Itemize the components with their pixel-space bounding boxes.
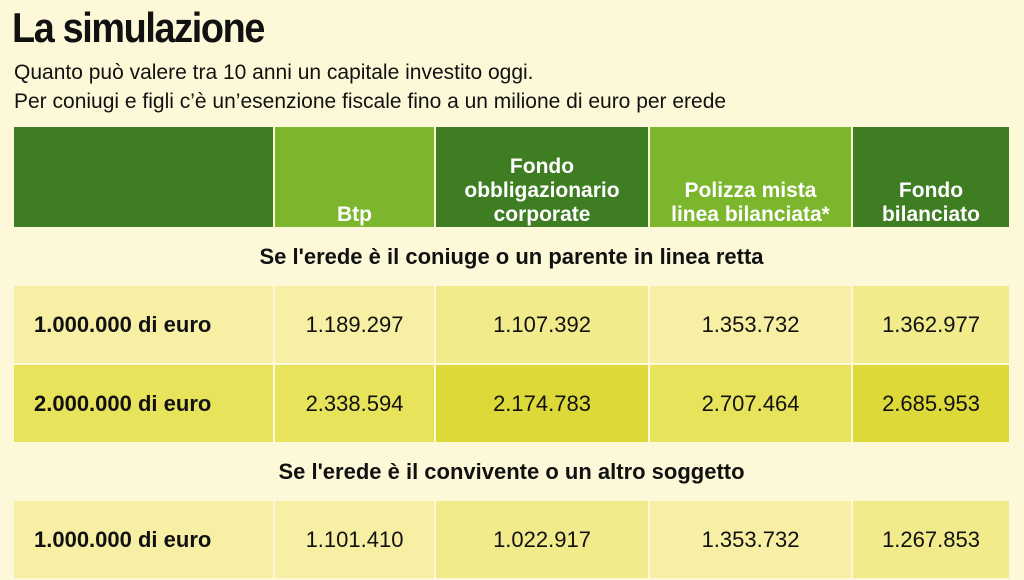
table-cell: 1.353.732 <box>648 284 853 365</box>
row-label: 2.000.000 di euro <box>12 363 275 444</box>
table-row: 1.000.000 di euro 1.101.410 1.022.917 1.… <box>12 499 1011 580</box>
header-line: Btp <box>337 203 372 226</box>
table-cell: 2.174.783 <box>434 363 650 444</box>
row-label: 1.000.000 di euro <box>12 499 275 580</box>
table-row: 2.000.000 di euro 2.338.594 2.174.783 2.… <box>12 363 1011 444</box>
table-cell: 2.707.464 <box>648 363 853 444</box>
page-title: La simulazione <box>12 4 265 51</box>
section-title-row: Se l'erede è il coniuge o un parente in … <box>12 227 1011 286</box>
table-header-row: Btp Fondo obbligazionario corporate Poli… <box>12 125 1011 229</box>
subtitle-line-1: Quanto può valere tra 10 anni un capital… <box>14 61 534 84</box>
header-line: Fondo <box>898 179 964 202</box>
table-cell: 2.338.594 <box>273 363 436 444</box>
subtitle-line-2: Per coniugi e figli c’è un’esenzione fis… <box>14 90 727 113</box>
table-cell: 1.107.392 <box>434 284 650 365</box>
header-cell-polizza-mista: Polizza mista linea bilanciata* <box>648 125 853 229</box>
section-title: Se l'erede è il coniuge o un parente in … <box>12 227 1011 286</box>
section-title: Se l'erede è il convivente o un altro so… <box>12 442 1011 501</box>
table-cell: 1.267.853 <box>851 499 1011 580</box>
simulation-table: Btp Fondo obbligazionario corporate Poli… <box>12 125 1011 580</box>
header-cell-fondo-bilanciato: Fondo bilanciato <box>851 125 1011 229</box>
table-cell: 1.362.977 <box>851 284 1011 365</box>
header-cell-fondo-obbligazionario: Fondo obbligazionario corporate <box>434 125 650 229</box>
header-line: bilanciato <box>881 203 981 226</box>
header-line: corporate <box>493 203 591 226</box>
header-line: obbligazionario <box>464 179 620 202</box>
header-cell-empty <box>12 125 275 229</box>
header-line: Polizza mista <box>684 179 817 202</box>
row-label: 1.000.000 di euro <box>12 284 275 365</box>
header-line: linea bilanciata* <box>671 203 830 226</box>
table-cell: 2.685.953 <box>851 363 1011 444</box>
header-cell-btp: Btp <box>273 125 436 229</box>
header-line: Fondo <box>509 155 575 178</box>
table-cell: 1.189.297 <box>273 284 436 365</box>
section-title-row: Se l'erede è il convivente o un altro so… <box>12 442 1011 501</box>
table-cell: 1.353.732 <box>648 499 853 580</box>
table-row: 1.000.000 di euro 1.189.297 1.107.392 1.… <box>12 284 1011 365</box>
table-cell: 1.022.917 <box>434 499 650 580</box>
table-cell: 1.101.410 <box>273 499 436 580</box>
